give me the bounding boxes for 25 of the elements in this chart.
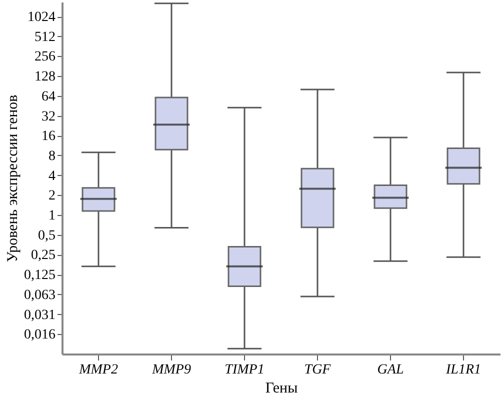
- y-tick-label: 512: [34, 30, 56, 45]
- y-tick-label: 0,031: [24, 308, 56, 323]
- y-tick-label: 32: [42, 109, 56, 124]
- x-tick-label: GAL: [377, 362, 404, 378]
- y-tick-label: 64: [42, 89, 56, 104]
- x-tick-label: TIMP1: [224, 362, 264, 378]
- y-tick-label: 16: [42, 129, 56, 144]
- x-tick-label: TGF: [304, 362, 332, 378]
- y-tick-label: 256: [34, 50, 56, 65]
- y-tick-label: 2: [48, 188, 56, 204]
- y-tick-label: 1: [48, 208, 56, 224]
- y-tick-label: 0,5: [38, 228, 56, 244]
- y-tick-label: 4: [48, 168, 56, 184]
- x-tick-label: MMP2: [78, 362, 118, 378]
- y-tick-label: 1024: [28, 10, 56, 26]
- y-tick-label: 8: [48, 148, 56, 164]
- y-axis-title: Уровень экспрессии генов: [5, 94, 21, 262]
- y-tick-label: 0,016: [24, 328, 56, 343]
- y-tick-label: 128: [34, 70, 56, 85]
- x-axis-title: Гены: [265, 380, 298, 396]
- y-tick-label: 0,063: [24, 288, 56, 303]
- y-tick-label: 0,125: [24, 268, 56, 284]
- y-tick-label: 0,25: [31, 248, 56, 264]
- x-tick-label: MMP9: [151, 362, 191, 378]
- x-tick-label: IL1R1: [445, 362, 481, 378]
